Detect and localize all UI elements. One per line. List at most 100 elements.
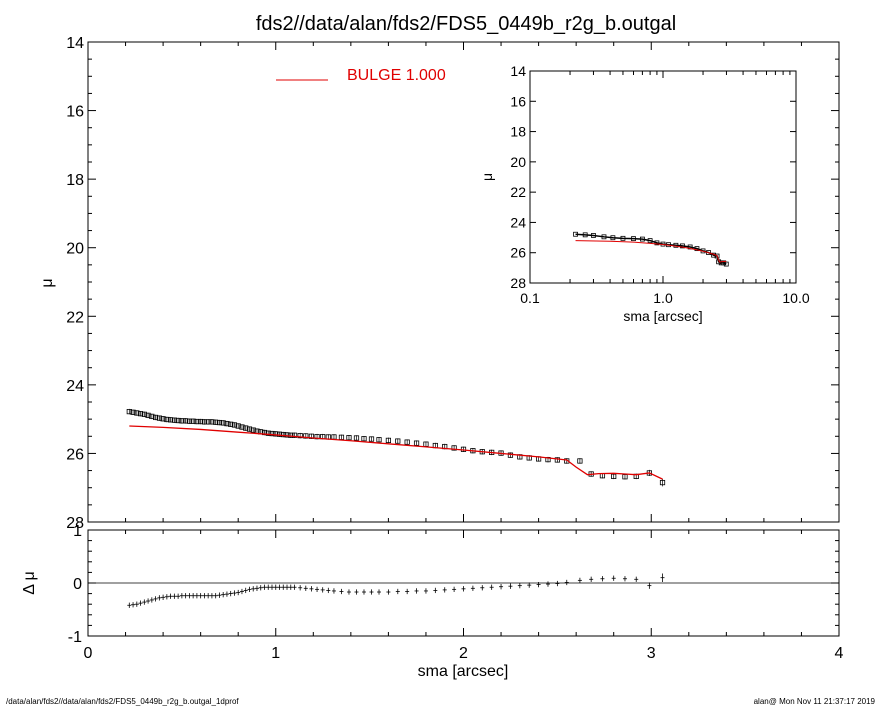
main-data-point [145,412,151,418]
main-data-point [611,473,617,480]
main-data-point [137,411,144,417]
main-data-point [554,457,560,463]
main-data-point [288,432,294,438]
legend: BULGE 1.000 [276,67,446,84]
main-data-point [361,436,367,442]
footer-timestamp: alan@ Mon Nov 11 21:37:17 2019 [753,697,875,706]
main-data-point [168,417,174,423]
main-data-point [235,423,241,429]
main-data-marks [126,408,666,487]
residual-y-tick-label: 0 [73,576,82,593]
main-y-tick-label: 24 [66,378,84,395]
main-data-point [231,422,238,428]
residual-y-axis: -1 0 1 [68,523,839,646]
inset-y-tick-label: 20 [510,154,526,170]
main-data-point [175,417,181,424]
inset-y-tick-label: 16 [510,93,526,109]
residual-x-axis-label: sma [arcsec] [418,663,509,680]
main-data-point [246,426,253,432]
main-data-point [134,410,140,416]
main-data-point [250,427,256,433]
main-data-point [284,432,290,438]
main-data-point [152,414,159,421]
main-y-tick-label: 26 [66,446,84,463]
main-data-point [265,430,271,436]
main-data-point [156,415,162,421]
main-data-point [368,436,375,442]
main-data-point [239,424,245,430]
main-data-point [395,438,401,444]
main-data-point [141,411,147,417]
main-data-point [346,435,352,441]
main-data-point [577,458,583,464]
main-y-tick-label: 22 [66,309,84,326]
main-data-point [273,431,279,437]
main-y-axis: 14 16 18 20 22 24 26 28 [66,35,839,532]
main-data-point [216,419,223,426]
main-data-point [130,409,136,415]
inset-x-axis: 0.1 1.0 10.0 [520,71,810,306]
inset-plot-frame [529,70,797,284]
main-data-point [376,437,382,443]
main-data-point [451,445,457,451]
main-data-point [224,420,230,427]
main-data-point [213,419,219,425]
main-data-point [171,417,177,423]
inset-y-tick-label: 28 [510,275,526,291]
main-data-point [198,418,204,425]
main-data-point [194,418,200,425]
residual-x-tick-label: 3 [647,645,656,662]
main-x-axis [87,42,840,522]
inset-x-tick-label: 10.0 [782,290,809,306]
inset-x-tick-label: 0.1 [520,290,540,306]
main-data-point [205,419,211,425]
inset-y-tick-label: 14 [510,63,526,79]
main-data-point [228,421,234,427]
main-data-point [201,419,208,425]
main-data-point [183,418,189,424]
main-data-point [126,408,132,415]
inset-y-tick-label: 26 [510,245,526,261]
residual-x-tick-label: 1 [271,645,280,662]
main-data-point [149,413,155,420]
inset-y-axis: 14 16 18 20 22 24 26 28 [510,63,796,291]
main-y-tick-label: 28 [66,515,84,532]
inset-panel: 14 16 18 20 22 24 26 28 0.1 1.0 10.0 μ sma [arcse… [479,63,810,324]
inset-model-line [575,240,727,263]
main-data-point [243,425,249,431]
inset-x-axis-label: sma [arcsec] [623,308,702,324]
residual-y-tick-label: -1 [68,629,82,646]
main-data-point [164,416,170,423]
residual-x-axis: 0 1 2 3 4 [84,530,844,662]
main-data-point [220,420,226,426]
residual-x-tick-label: 2 [459,645,468,662]
main-data-point [280,431,286,438]
main-data-point [413,440,420,446]
main-y-tick-label: 14 [66,35,84,52]
main-panel: 14 16 18 20 22 24 26 28 μ BULGE 1.000 [39,35,840,532]
inset-data-marks [573,231,729,267]
main-data-point [209,419,215,425]
main-data-point [353,435,360,441]
main-data-point [190,418,196,424]
main-data-point [186,418,192,424]
main-model-line [129,425,663,480]
main-data-point [269,430,275,437]
main-data-point [659,479,666,486]
main-y-tick-label: 18 [66,172,84,189]
residual-y-tick-label: 1 [73,523,82,540]
main-data-point [291,432,298,438]
main-y-tick-label: 16 [66,104,84,121]
residual-data-marks [88,573,839,608]
inset-y-axis-label: μ [479,173,495,181]
inset-y-tick-label: 22 [510,184,526,200]
main-data-point [303,433,309,439]
main-data-point [297,432,303,439]
main-y-tick-label: 20 [66,241,84,258]
legend-label: BULGE 1.000 [347,67,446,84]
main-data-point [179,418,185,424]
main-data-point [385,437,392,444]
main-data-point [276,431,283,437]
main-data-point [507,452,514,458]
